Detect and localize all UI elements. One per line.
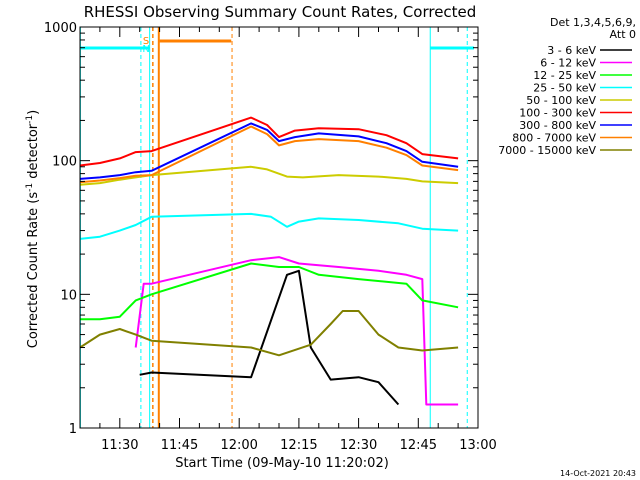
x-tick-label-12-15: 12:15 — [280, 438, 317, 453]
x-tick-label-12-45: 12:45 — [400, 438, 437, 453]
legend-label-25-50-kev: 25 - 50 keV — [533, 82, 596, 95]
series-line-800-7000-kev — [79, 125, 459, 184]
chart-title: RHESSI Observing Summary Count Rates, Co… — [84, 3, 477, 21]
y-tick-label-1000: 1000 — [44, 21, 77, 36]
series-line-25-50-kev — [79, 212, 459, 240]
y-axis-label-part3: ) — [26, 110, 41, 115]
legend-label-6-12-kev: 6 - 12 keV — [540, 57, 596, 70]
y-axis-label-sup2: -1 — [25, 115, 35, 124]
y-axis-label-sup1: -1 — [25, 183, 35, 192]
x-tick-label-13-00: 13:00 — [459, 438, 496, 453]
legend-label-50-100-kev: 50 - 100 keV — [526, 94, 596, 107]
series-line-100-300-kev — [79, 116, 459, 167]
plot-area: SN 1 10 100 1000 11:30 11:45 12:00 12:15 12:30 12:… — [44, 21, 497, 453]
marker-label-s: S — [143, 36, 149, 47]
marker-label-n: N — [142, 44, 149, 55]
y-axis-label-part2: detector — [26, 123, 41, 183]
legend-label-7000-15000-kev: 7000 - 15000 keV — [498, 144, 596, 157]
series-line-300-800-kev — [79, 122, 459, 180]
legend-label-100-300-kev: 100 - 300 keV — [519, 107, 596, 120]
x-tick-label-11-30: 11:30 — [101, 438, 138, 453]
legend-header-attenuator: Att 0 — [610, 28, 636, 41]
series-line-12-25-kev — [80, 262, 459, 321]
y-tick-label-10: 10 — [60, 288, 77, 303]
legend-label-800-7000-kev: 800 - 7000 keV — [512, 132, 596, 145]
series-line-3-6-kev — [139, 269, 400, 406]
y-axis-label: Corrected Count Rate (s-1 detector-1) — [25, 110, 41, 348]
x-tick-label-12-00: 12:00 — [220, 438, 257, 453]
legend-label-12-25-kev: 12 - 25 keV — [533, 69, 596, 82]
timestamp-footer: 14-Oct-2021 20:43 — [560, 469, 636, 478]
y-tick-label-1: 1 — [69, 422, 77, 437]
y-axis-label-part1: Corrected Count Rate (s — [26, 192, 41, 349]
y-tick-label-100: 100 — [52, 155, 77, 170]
series-line-50-100-kev — [79, 165, 459, 186]
x-tick-label-12-30: 12:30 — [340, 438, 377, 453]
x-tick-label-11-45: 11:45 — [161, 438, 198, 453]
legend-label-300-800-kev: 300 - 800 keV — [519, 119, 596, 132]
x-axis-label: Start Time (09-May-10 11:20:02) — [175, 456, 389, 471]
legend-header-detectors: Det 1,3,4,5,6,9, — [550, 16, 636, 29]
series-line-7000-15000-kev — [79, 310, 459, 357]
legend-label-3-6-kev: 3 - 6 keV — [547, 44, 596, 57]
